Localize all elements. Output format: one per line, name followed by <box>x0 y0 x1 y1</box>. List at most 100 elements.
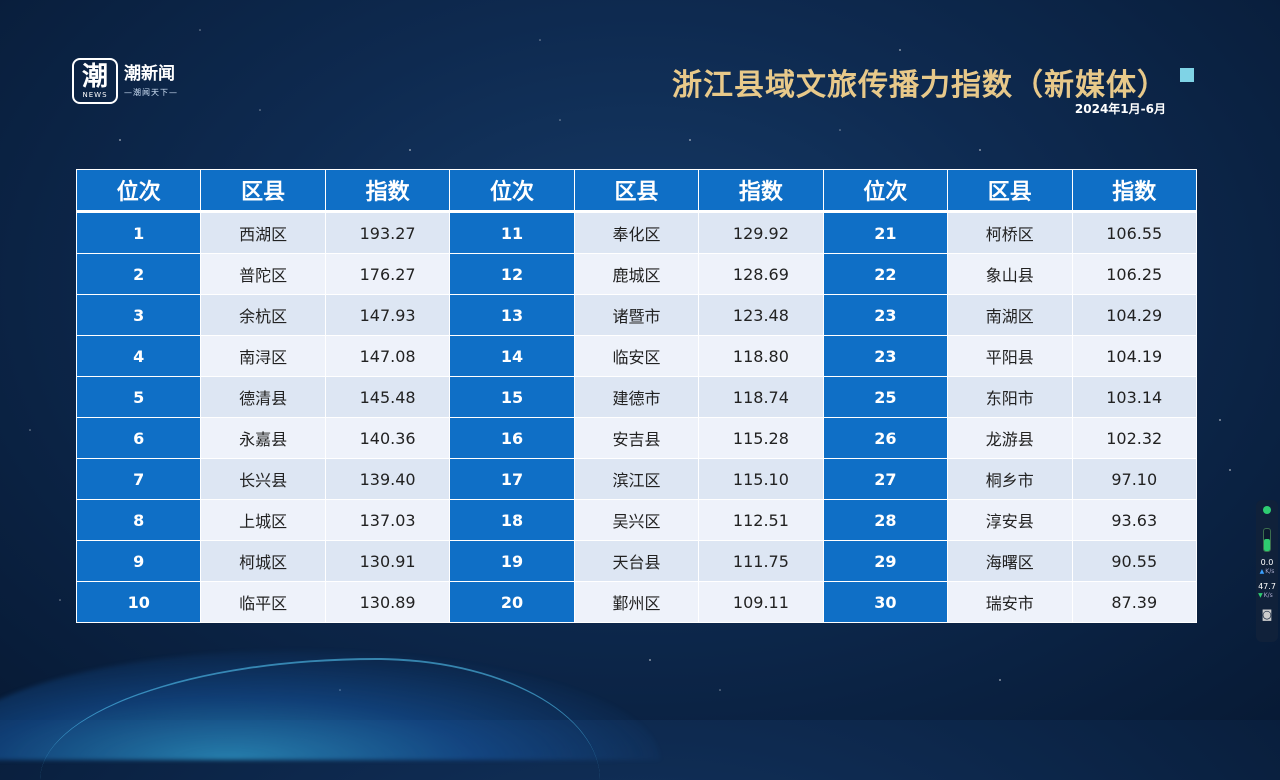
rank-cell: 28 <box>822 499 949 541</box>
rank-cell: 13 <box>449 294 575 336</box>
county-cell: 余杭区 <box>200 294 326 336</box>
county-cell: 天台县 <box>573 540 700 582</box>
brand-slogan: —潮闻天下— <box>124 88 178 97</box>
table-row: 10 临平区 130.89 20 鄞州区 109.11 30 瑞安市 87.39 <box>75 581 1197 623</box>
table-row: 8 上城区 137.03 18 吴兴区 112.51 28 淳安县 93.63 <box>75 499 1197 541</box>
date-range: 2024年1月-6月 <box>1074 102 1166 116</box>
index-cell: 140.36 <box>324 417 451 459</box>
rank-cell: 21 <box>822 211 949 254</box>
county-cell: 柯城区 <box>200 540 326 582</box>
download-unit: K/s <box>1263 592 1273 599</box>
county-cell: 南湖区 <box>947 294 1073 336</box>
table-row: 4 南浔区 147.08 14 临安区 118.80 23 平阳县 104.19 <box>75 335 1197 377</box>
county-cell: 诸暨市 <box>573 294 700 336</box>
camera-icon[interactable]: ◙ <box>1261 608 1273 621</box>
page-title: 浙江县域文旅传播力指数（新媒体） <box>672 68 1168 103</box>
county-cell: 吴兴区 <box>573 499 700 541</box>
ranking-table: 位次 区县 指数 位次 区县 指数 位次 区县 指数 1 西湖区 193.27 11 奉… <box>75 169 1197 623</box>
county-cell: 平阳县 <box>947 335 1073 377</box>
download-speed: 47.7 <box>1258 582 1276 591</box>
rank-cell: 26 <box>822 417 949 459</box>
rank-cell: 19 <box>449 540 575 582</box>
index-cell: 106.25 <box>1071 253 1197 295</box>
index-cell: 130.89 <box>324 581 451 623</box>
header-county: 区县 <box>947 169 1073 213</box>
usage-bar <box>1263 528 1271 552</box>
rank-cell: 3 <box>75 294 202 336</box>
status-dot <box>1263 506 1271 514</box>
index-cell: 97.10 <box>1071 458 1197 500</box>
rank-cell: 27 <box>822 458 949 500</box>
rank-cell: 15 <box>449 376 575 418</box>
header-index: 指数 <box>698 169 824 213</box>
index-cell: 129.92 <box>698 211 824 254</box>
index-cell: 111.75 <box>698 540 824 582</box>
index-cell: 176.27 <box>324 253 451 295</box>
header-rank: 位次 <box>75 169 202 213</box>
index-cell: 90.55 <box>1071 540 1197 582</box>
brand-logo: 潮 NEWS 潮新闻 —潮闻天下— <box>72 58 178 104</box>
county-cell: 临平区 <box>200 581 326 623</box>
county-cell: 柯桥区 <box>947 211 1073 254</box>
table-row: 6 永嘉县 140.36 16 安吉县 115.28 26 龙游县 102.32 <box>75 417 1197 459</box>
rank-cell: 29 <box>822 540 949 582</box>
logo-mark: 潮 NEWS <box>72 58 118 104</box>
county-cell: 桐乡市 <box>947 458 1073 500</box>
index-cell: 115.10 <box>698 458 824 500</box>
county-cell: 长兴县 <box>200 458 326 500</box>
rank-cell: 18 <box>449 499 575 541</box>
index-cell: 115.28 <box>698 417 824 459</box>
county-cell: 安吉县 <box>573 417 700 459</box>
county-cell: 普陀区 <box>200 253 326 295</box>
index-cell: 118.74 <box>698 376 824 418</box>
county-cell: 永嘉县 <box>200 417 326 459</box>
county-cell: 奉化区 <box>573 211 700 254</box>
county-cell: 德清县 <box>200 376 326 418</box>
index-cell: 109.11 <box>698 581 824 623</box>
table-row: 1 西湖区 193.27 11 奉化区 129.92 21 柯桥区 106.55 <box>75 211 1197 254</box>
rank-cell: 6 <box>75 417 202 459</box>
rank-cell: 2 <box>75 253 202 295</box>
header-rank: 位次 <box>822 169 949 213</box>
county-cell: 东阳市 <box>947 376 1073 418</box>
upload-unit: K/s <box>1265 568 1275 575</box>
upload-arrow-icon: ▲ <box>1259 568 1265 575</box>
index-cell: 137.03 <box>324 499 451 541</box>
county-cell: 象山县 <box>947 253 1073 295</box>
rank-cell: 30 <box>822 581 949 623</box>
index-cell: 130.91 <box>324 540 451 582</box>
header-county: 区县 <box>200 169 326 213</box>
county-cell: 西湖区 <box>200 211 326 254</box>
decorative-wave-line <box>40 658 600 780</box>
rank-cell: 1 <box>75 211 202 254</box>
index-cell: 145.48 <box>324 376 451 418</box>
index-cell: 93.63 <box>1071 499 1197 541</box>
rank-cell: 22 <box>822 253 949 295</box>
network-monitor-widget[interactable]: 0.0 ▲ K/s 47.7 ▼ K/s ◙ <box>1256 500 1278 642</box>
header-rank: 位次 <box>449 169 575 213</box>
title-accent-square <box>1180 68 1194 82</box>
rank-cell: 17 <box>449 458 575 500</box>
table-row: 5 德清县 145.48 15 建德市 118.74 25 东阳市 103.14 <box>75 376 1197 418</box>
table-row: 9 柯城区 130.91 19 天台县 111.75 29 海曙区 90.55 <box>75 540 1197 582</box>
county-cell: 临安区 <box>573 335 700 377</box>
logo-news-label: NEWS <box>82 90 108 99</box>
index-cell: 112.51 <box>698 499 824 541</box>
county-cell: 上城区 <box>200 499 326 541</box>
rank-cell: 23 <box>822 294 949 336</box>
index-cell: 87.39 <box>1071 581 1197 623</box>
index-cell: 128.69 <box>698 253 824 295</box>
logo-char: 潮 <box>81 61 108 92</box>
rank-cell: 16 <box>449 417 575 459</box>
rank-cell: 7 <box>75 458 202 500</box>
county-cell: 海曙区 <box>947 540 1073 582</box>
county-cell: 滨江区 <box>573 458 700 500</box>
index-cell: 104.29 <box>1071 294 1197 336</box>
index-cell: 106.55 <box>1071 211 1197 254</box>
rank-cell: 10 <box>75 581 202 623</box>
index-cell: 102.32 <box>1071 417 1197 459</box>
index-cell: 123.48 <box>698 294 824 336</box>
rank-cell: 14 <box>449 335 575 377</box>
rank-cell: 8 <box>75 499 202 541</box>
table-header-row: 位次 区县 指数 位次 区县 指数 位次 区县 指数 <box>75 169 1197 213</box>
